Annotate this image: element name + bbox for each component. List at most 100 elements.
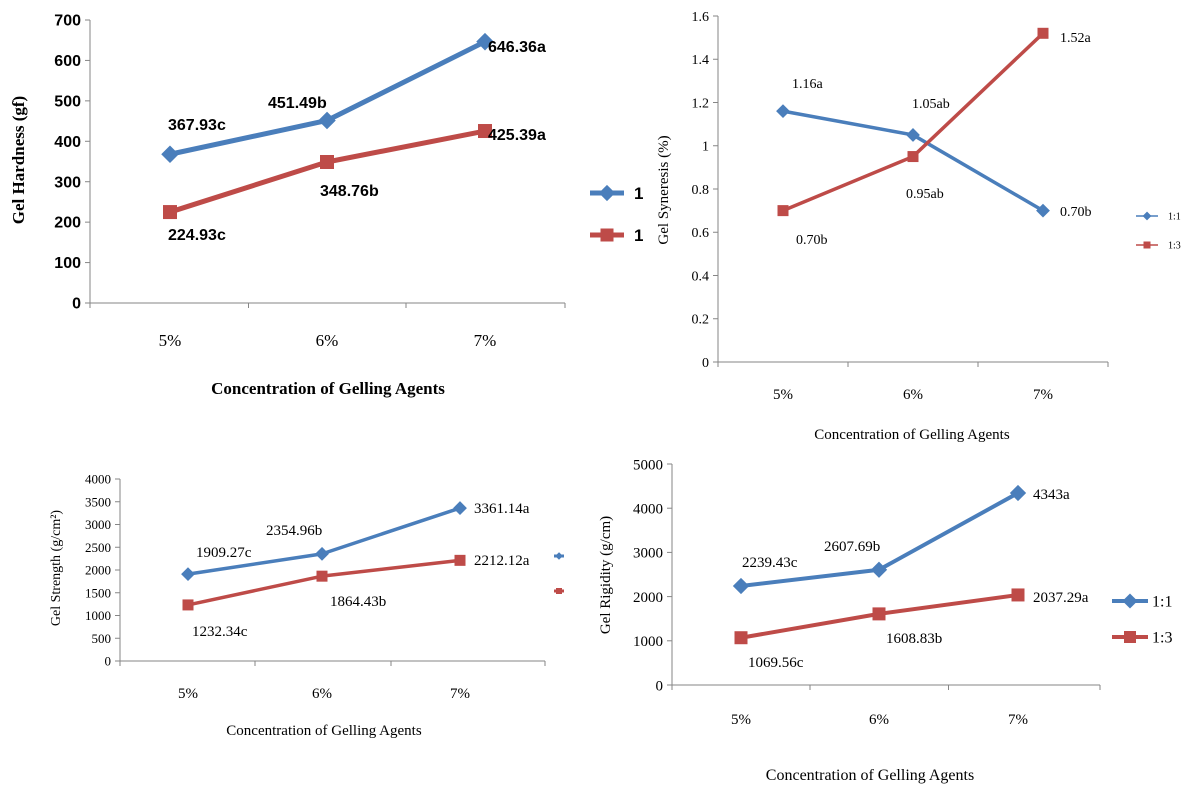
y-tick-label: 3500 — [85, 494, 111, 509]
data-label: 2607.69b — [824, 539, 880, 555]
data-label: 1.05ab — [912, 97, 950, 112]
legend: 1:1 1:3 — [1136, 212, 1181, 252]
data-label: 2354.96b — [266, 523, 322, 539]
y-tick-label: 0 — [702, 356, 709, 371]
data-label: 1069.56c — [748, 655, 804, 671]
data-point — [454, 554, 466, 566]
x-tick-label: 7% — [474, 331, 497, 350]
y-tick-label: 1000 — [85, 608, 111, 623]
data-label: 2037.29a — [1033, 590, 1089, 606]
legend-marker — [1124, 631, 1136, 643]
data-point — [316, 570, 328, 582]
data-point — [906, 128, 920, 142]
data-point — [1037, 27, 1049, 39]
data-point — [870, 561, 888, 578]
legend-label: 1:1 — [1168, 212, 1181, 223]
y-tick-label: 500 — [54, 93, 81, 110]
y-tick-label: 5000 — [633, 457, 663, 473]
y-tick-label: 300 — [54, 174, 81, 191]
legend-label: 1:1 — [1152, 594, 1172, 611]
data-label: 0.95ab — [906, 187, 944, 202]
data-point — [734, 631, 748, 645]
data-label: 1909.27c — [196, 545, 252, 561]
data-label: 1.52a — [1060, 31, 1092, 46]
y-tick-label: 1.6 — [692, 10, 710, 25]
series-1: 367.93c 451.49b 646.36a — [161, 32, 546, 164]
data-label: 2212.12a — [474, 553, 530, 569]
data-point — [1009, 484, 1027, 502]
series-2: 224.93c 348.76b 425.39a — [163, 124, 546, 244]
y-axis-title: Gel Strength (g/cm²) — [49, 510, 64, 627]
legend-marker — [1122, 593, 1138, 609]
y-tick-label: 700 — [54, 13, 81, 30]
data-label: 4343a — [1033, 487, 1070, 503]
chart-strength: 0 500 1000 1500 2000 2500 3000 3500 4000 5% 6% 7% Co… — [49, 472, 564, 739]
data-label: 224.93c — [168, 227, 226, 244]
y-tick-label: 2500 — [85, 540, 111, 555]
y-tick-label: 0 — [105, 654, 112, 669]
y-tick-label: 1.4 — [692, 53, 710, 68]
series-1: 1.16a 1.05ab 0.70b — [776, 77, 1092, 220]
y-tick-label: 1500 — [85, 585, 111, 600]
y-tick-label: 3000 — [85, 517, 111, 532]
y-tick-label: 0.2 — [692, 313, 710, 328]
chart-hardness: 0 100 200 300 400 500 600 700 5% 6% 7% Concentratio… — [9, 13, 643, 398]
y-tick-label: 4000 — [633, 501, 663, 517]
y-tick-label: 200 — [54, 215, 81, 232]
y-axis-title: Gel Rigidity (g/cm) — [598, 516, 614, 634]
series-line — [169, 39, 487, 157]
data-point — [318, 111, 336, 130]
legend-marker — [555, 552, 563, 560]
series-2: 1232.34c 1864.43b 2212.12a — [182, 553, 530, 640]
data-point — [1036, 203, 1050, 218]
y-tick-label: 0.4 — [692, 269, 710, 284]
legend-label: 1:3 — [1168, 241, 1181, 252]
series-1: 2239.43c 2607.69b 4343a — [732, 484, 1070, 595]
y-tick-label: 0.8 — [692, 183, 710, 198]
data-label: 1864.43b — [330, 594, 386, 610]
data-point — [776, 104, 790, 119]
series-2: 0.70b 0.95ab 1.52a — [777, 27, 1092, 248]
x-axis-title: Concentration of Gelling Agents — [226, 723, 422, 739]
data-label: 348.76b — [320, 183, 379, 200]
y-tick-label: 0 — [72, 296, 81, 313]
y-tick-label: 600 — [54, 53, 81, 70]
data-label: 2239.43c — [742, 555, 798, 571]
x-axis-title: Concentration of Gelling Agents — [766, 767, 974, 784]
chart-syneresis: 0 0.2 0.4 0.6 0.8 1 1.2 1.4 1.6 5% 6% 7% Concentrati… — [656, 10, 1181, 443]
x-axis-title: Concentration of Gelling Agents — [814, 427, 1010, 443]
data-point — [453, 501, 467, 515]
data-label: 0.70b — [1060, 205, 1092, 220]
x-tick-label: 6% — [316, 331, 339, 350]
chart-rigidity: 0 1000 2000 3000 4000 5000 5% 6% 7% Concentration… — [598, 457, 1172, 784]
data-label: 3361.14a — [474, 501, 530, 517]
series-2: 1069.56c 1608.83b 2037.29a — [734, 588, 1089, 671]
legend-marker — [598, 184, 616, 202]
y-tick-label: 4000 — [85, 472, 111, 487]
x-tick-label: 5% — [773, 387, 793, 403]
series-line — [782, 32, 1045, 213]
data-point — [181, 567, 195, 582]
data-label: 1232.34c — [192, 624, 248, 640]
data-label: 367.93c — [168, 117, 226, 134]
data-point — [161, 145, 179, 164]
legend-label: 1 — [634, 226, 643, 245]
x-tick-label: 6% — [903, 387, 923, 403]
data-point — [777, 205, 789, 217]
y-tick-label: 1 — [702, 140, 709, 155]
legend-label: 1 — [634, 184, 643, 203]
data-point — [907, 151, 919, 163]
data-point — [163, 205, 177, 220]
data-point — [315, 546, 329, 561]
data-label: 0.70b — [796, 233, 828, 248]
y-tick-label: 0.6 — [692, 226, 710, 241]
data-point — [872, 607, 886, 621]
data-point — [476, 32, 494, 51]
legend-marker — [556, 588, 562, 594]
data-label: 1.16a — [792, 77, 824, 92]
legend-marker — [1142, 211, 1152, 221]
x-tick-label: 7% — [1008, 712, 1028, 728]
y-tick-label: 0 — [656, 678, 664, 694]
data-point — [1011, 588, 1025, 602]
